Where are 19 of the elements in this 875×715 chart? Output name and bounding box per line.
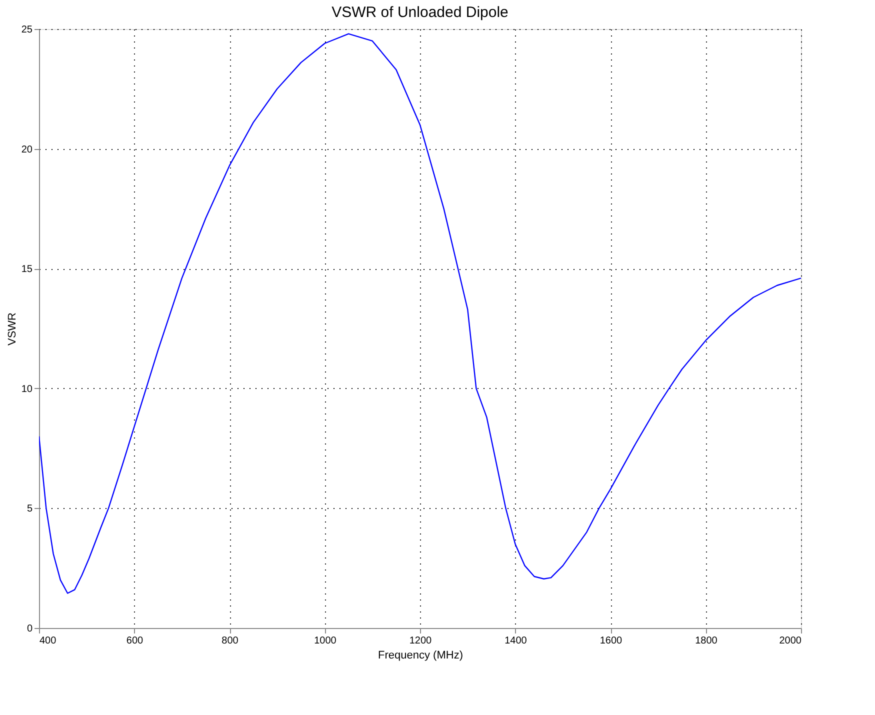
y-tick-label: 20: [21, 144, 33, 156]
y-tick-label: 10: [21, 384, 33, 395]
line-series: [39, 33, 801, 594]
x-tick-label: 400: [40, 636, 57, 646]
y-tick-label: 5: [26, 504, 33, 515]
y-tick-label: 15: [21, 264, 33, 276]
x-tick-label: 1800: [695, 636, 718, 646]
x-tick-label: 1400: [504, 636, 528, 646]
x-tick-label: 1000: [314, 636, 337, 646]
x-axis-title: Frequency (MHz): [378, 650, 463, 662]
chart-title: VSWR of Unloaded Dipole: [332, 4, 508, 21]
y-tick-label: 0: [26, 624, 33, 634]
x-tick-label: 2000: [779, 636, 802, 646]
x-tick-label: 1600: [600, 636, 623, 646]
y-axis-title: VSWR: [6, 312, 18, 346]
x-tick-label: 1200: [409, 636, 432, 646]
x-tick-label: 800: [222, 636, 239, 646]
y-tick-label: 25: [21, 24, 33, 36]
x-tick-label: 600: [126, 636, 144, 646]
